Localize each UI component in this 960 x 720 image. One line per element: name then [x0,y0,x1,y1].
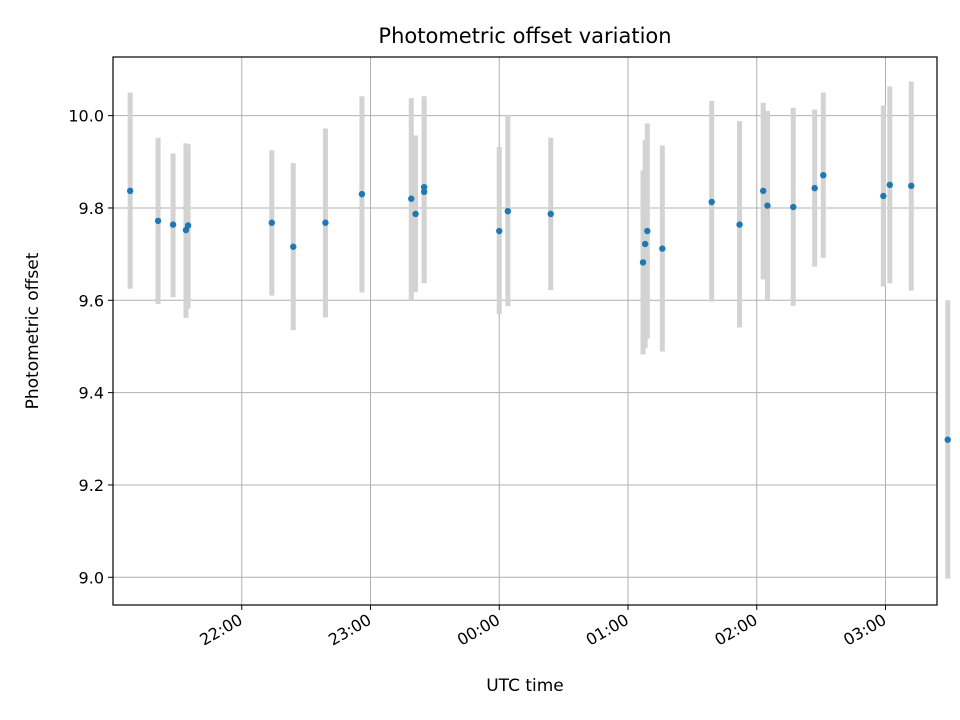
data-point [504,207,512,215]
data-point [126,187,134,195]
data-point [420,188,428,196]
data-point [811,184,818,192]
y-tick-label: 9.2 [79,476,104,495]
chart-title: Photometric offset variation [378,24,671,48]
x-tick-label: 01:00 [583,610,632,650]
data-point [547,210,554,218]
y-tick-label: 10.0 [68,107,104,126]
data-point [358,190,366,198]
plot-frame [112,56,938,606]
data-point [908,182,915,190]
data-point [736,221,743,228]
x-tick-label: 22:00 [196,610,245,650]
data-points [126,171,951,443]
x-tick-label: 02:00 [711,610,760,650]
x-axis-ticks: 22:00 23:00 00:00 01:00 02:00 03:00 [196,605,890,650]
data-point [290,243,297,250]
data-point [169,221,177,228]
data-point [154,217,162,225]
data-point [880,192,887,200]
data-point [644,227,651,235]
data-point [820,171,827,179]
data-point [944,436,951,443]
y-tick-label: 9.6 [79,291,104,310]
data-point [420,183,428,191]
data-point [322,219,329,226]
data-point [412,210,419,218]
y-tick-label: 9.4 [79,384,104,403]
x-axis-label: UTC time [486,676,564,696]
y-tick-label: 9.0 [79,568,104,587]
data-point [184,222,192,229]
y-tick-label: 9.8 [79,199,104,218]
data-point [496,227,503,235]
data-point [790,203,797,211]
data-point [639,259,647,266]
data-point [759,187,767,195]
y-axis-label: Photometric offset [23,252,43,409]
x-tick-label: 03:00 [840,610,889,650]
data-point [764,202,771,209]
data-point [886,181,893,189]
data-point [268,219,275,226]
data-point [659,245,666,252]
y-axis-ticks: 9.0 9.2 9.4 9.6 9.8 10.0 [68,107,113,587]
data-point [408,195,415,202]
error-bars [127,81,951,579]
data-point [641,240,649,248]
x-tick-label: 23:00 [325,610,374,650]
x-tick-label: 00:00 [454,610,503,650]
data-point [708,198,715,206]
